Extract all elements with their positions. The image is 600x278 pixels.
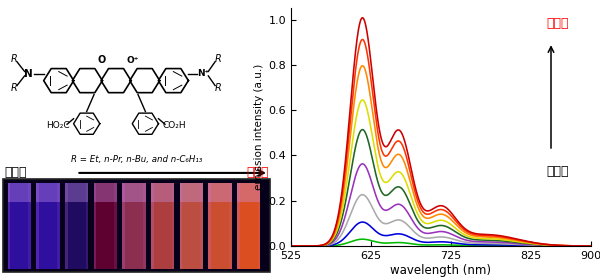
Bar — [65, 183, 88, 269]
Bar — [57, 183, 60, 269]
Bar — [208, 183, 232, 269]
Bar — [37, 183, 60, 202]
Bar — [115, 183, 117, 269]
Bar — [151, 183, 154, 269]
Bar — [151, 183, 175, 269]
Bar — [28, 183, 31, 269]
Text: R = Et, n-Pr, n-Bu, and n-C₆H₁₃: R = Et, n-Pr, n-Bu, and n-C₆H₁₃ — [71, 155, 202, 164]
Bar — [65, 183, 88, 202]
Text: R: R — [10, 54, 17, 64]
Bar — [143, 183, 146, 269]
Bar — [237, 183, 260, 269]
Bar — [8, 183, 31, 202]
Bar — [37, 183, 39, 269]
Bar — [94, 183, 97, 269]
Y-axis label: emission intensity (a.u.): emission intensity (a.u.) — [254, 64, 264, 190]
Bar — [237, 183, 260, 202]
Text: CO₂H: CO₂H — [162, 121, 186, 130]
Text: 凝集体: 凝集体 — [247, 167, 269, 179]
Bar — [229, 183, 232, 269]
Text: 単量体: 単量体 — [4, 167, 26, 179]
Bar — [94, 183, 117, 269]
Bar — [8, 183, 10, 269]
Bar — [3, 179, 270, 272]
Bar — [208, 183, 211, 269]
Bar — [37, 183, 60, 269]
Bar — [86, 183, 88, 269]
Bar — [122, 183, 146, 269]
Text: N: N — [24, 69, 33, 79]
Bar — [65, 183, 68, 269]
Bar — [172, 183, 175, 269]
Text: N⁺: N⁺ — [197, 69, 209, 78]
Text: HO₂C: HO₂C — [46, 121, 70, 130]
X-axis label: wavelength (nm): wavelength (nm) — [391, 264, 491, 277]
Bar — [179, 183, 182, 269]
Text: O⁺: O⁺ — [127, 56, 139, 65]
Bar — [8, 183, 31, 269]
Bar — [200, 183, 203, 269]
Text: O: O — [98, 55, 106, 65]
Bar — [257, 183, 260, 269]
Text: 凝集体: 凝集体 — [546, 18, 569, 30]
Bar — [122, 183, 125, 269]
Bar — [208, 183, 232, 202]
Text: R: R — [10, 83, 17, 93]
Bar — [122, 183, 146, 202]
Bar — [94, 183, 117, 202]
Bar — [179, 183, 203, 269]
Text: R: R — [215, 54, 222, 64]
Bar — [237, 183, 240, 269]
Bar — [179, 183, 203, 202]
Bar — [151, 183, 175, 202]
Text: R: R — [215, 83, 222, 93]
Text: 単量体: 単量体 — [546, 165, 569, 178]
